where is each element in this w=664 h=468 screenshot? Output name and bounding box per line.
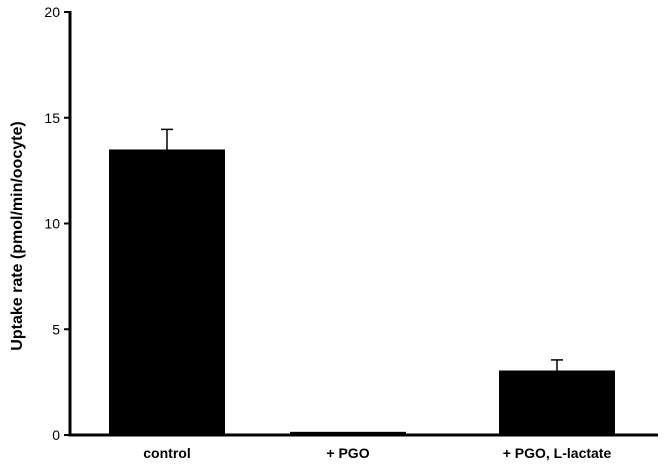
- y-tick-label: 0: [52, 427, 60, 443]
- x-axis-labels: control + PGO + PGO, L-lactate: [143, 445, 611, 461]
- x-category-label: control: [143, 445, 190, 461]
- y-tick-label: 15: [44, 110, 60, 126]
- bar-1: [290, 431, 406, 435]
- bar-marks: [109, 149, 615, 435]
- x-category-label: + PGO, L-lactate: [503, 445, 612, 461]
- y-tick-label: 20: [44, 4, 60, 20]
- bar-0: [109, 149, 225, 435]
- y-axis-ticks: 0 5 10 15 20: [44, 4, 70, 443]
- y-tick-label: 5: [52, 321, 60, 337]
- bar-2: [499, 370, 615, 435]
- error-bars: [161, 128, 563, 371]
- y-tick-label: 10: [44, 216, 60, 232]
- x-category-label: + PGO: [326, 445, 369, 461]
- y-axis-title: Uptake rate (pmol/min/oocyte): [9, 121, 26, 350]
